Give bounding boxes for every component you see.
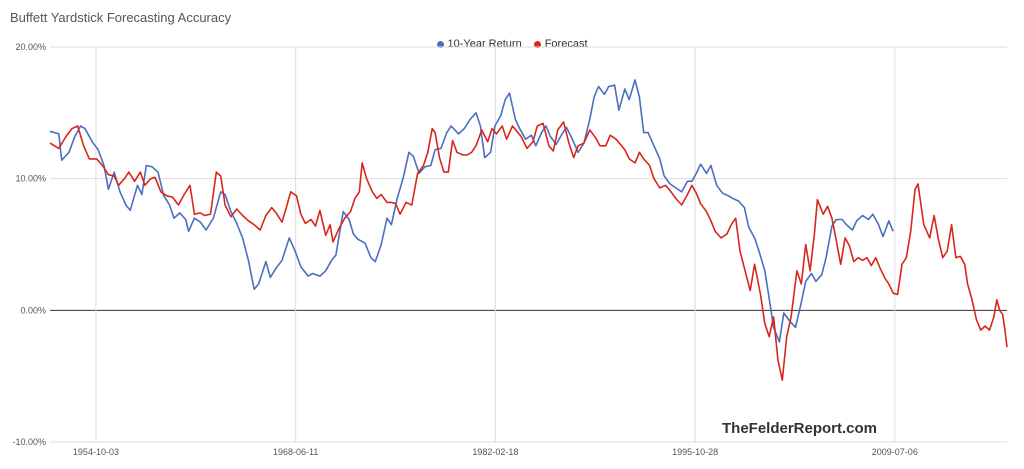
- y-tick-label: 20.00%: [15, 42, 46, 52]
- x-tick-label: 1995-10-28: [672, 447, 718, 457]
- x-tick-label: 2009-07-06: [872, 447, 918, 457]
- x-tick-label: 1968-06-11: [273, 447, 318, 457]
- y-tick-label: -10.00%: [12, 437, 46, 447]
- series-line-10-year-return: [49, 79, 894, 343]
- legend-swatch-return: [436, 40, 444, 48]
- series-line-forecast: [49, 121, 1008, 381]
- chart-title: Buffett Yardstick Forecasting Accuracy: [10, 10, 232, 25]
- y-tick-label: 10.00%: [15, 174, 46, 184]
- x-tick-label: 1982-02-18: [472, 447, 518, 457]
- y-tick-label: 0.00%: [20, 305, 46, 315]
- x-tick-label: 1954-10-03: [73, 447, 119, 457]
- legend-swatch-forecast: [533, 40, 541, 48]
- watermark-text: TheFelderReport.com: [722, 420, 878, 437]
